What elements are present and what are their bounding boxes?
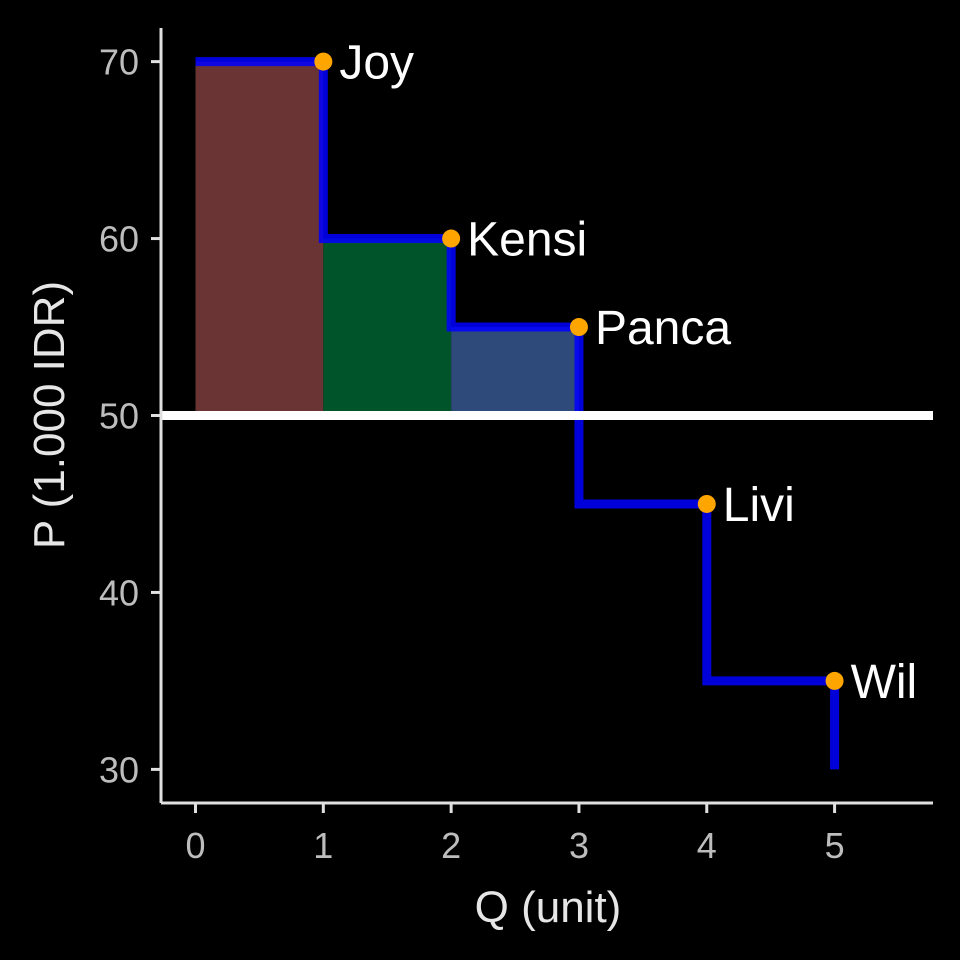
point-label-kensi: Kensi [467,214,587,267]
x-axis-title: Q (unit) [475,883,622,932]
data-points [314,52,844,690]
y-tick-label-60: 60 [99,219,139,260]
x-tick-label-4: 4 [697,825,717,866]
point-wil [825,671,844,690]
point-label-wil: Wil [851,656,918,709]
point-joy [314,52,333,71]
y-tick-label-50: 50 [99,396,139,437]
point-label-panca: Panca [595,302,731,355]
point-label-livi: Livi [723,479,795,532]
point-panca [569,318,588,337]
x-tick-label-5: 5 [825,825,845,866]
y-tick-label-70: 70 [99,42,139,83]
x-tick-label-0: 0 [185,825,205,866]
y-tick-label-40: 40 [99,572,139,613]
point-livi [697,494,716,513]
x-tick-label-2: 2 [441,825,461,866]
surplus-area-3 [451,327,579,416]
y-tick-label-30: 30 [99,749,139,790]
y-axis-title: P (1.000 IDR) [25,281,74,549]
point-kensi [442,229,461,248]
point-label-joy: Joy [339,37,414,90]
surplus-area-1 [195,61,324,416]
axis-ticks: 0 1 2 3 4 5 30 40 50 60 70 [99,42,845,866]
surplus-area-2 [323,238,452,416]
x-tick-label-3: 3 [569,825,589,866]
surplus-areas [195,61,579,416]
x-tick-label-1: 1 [313,825,333,866]
